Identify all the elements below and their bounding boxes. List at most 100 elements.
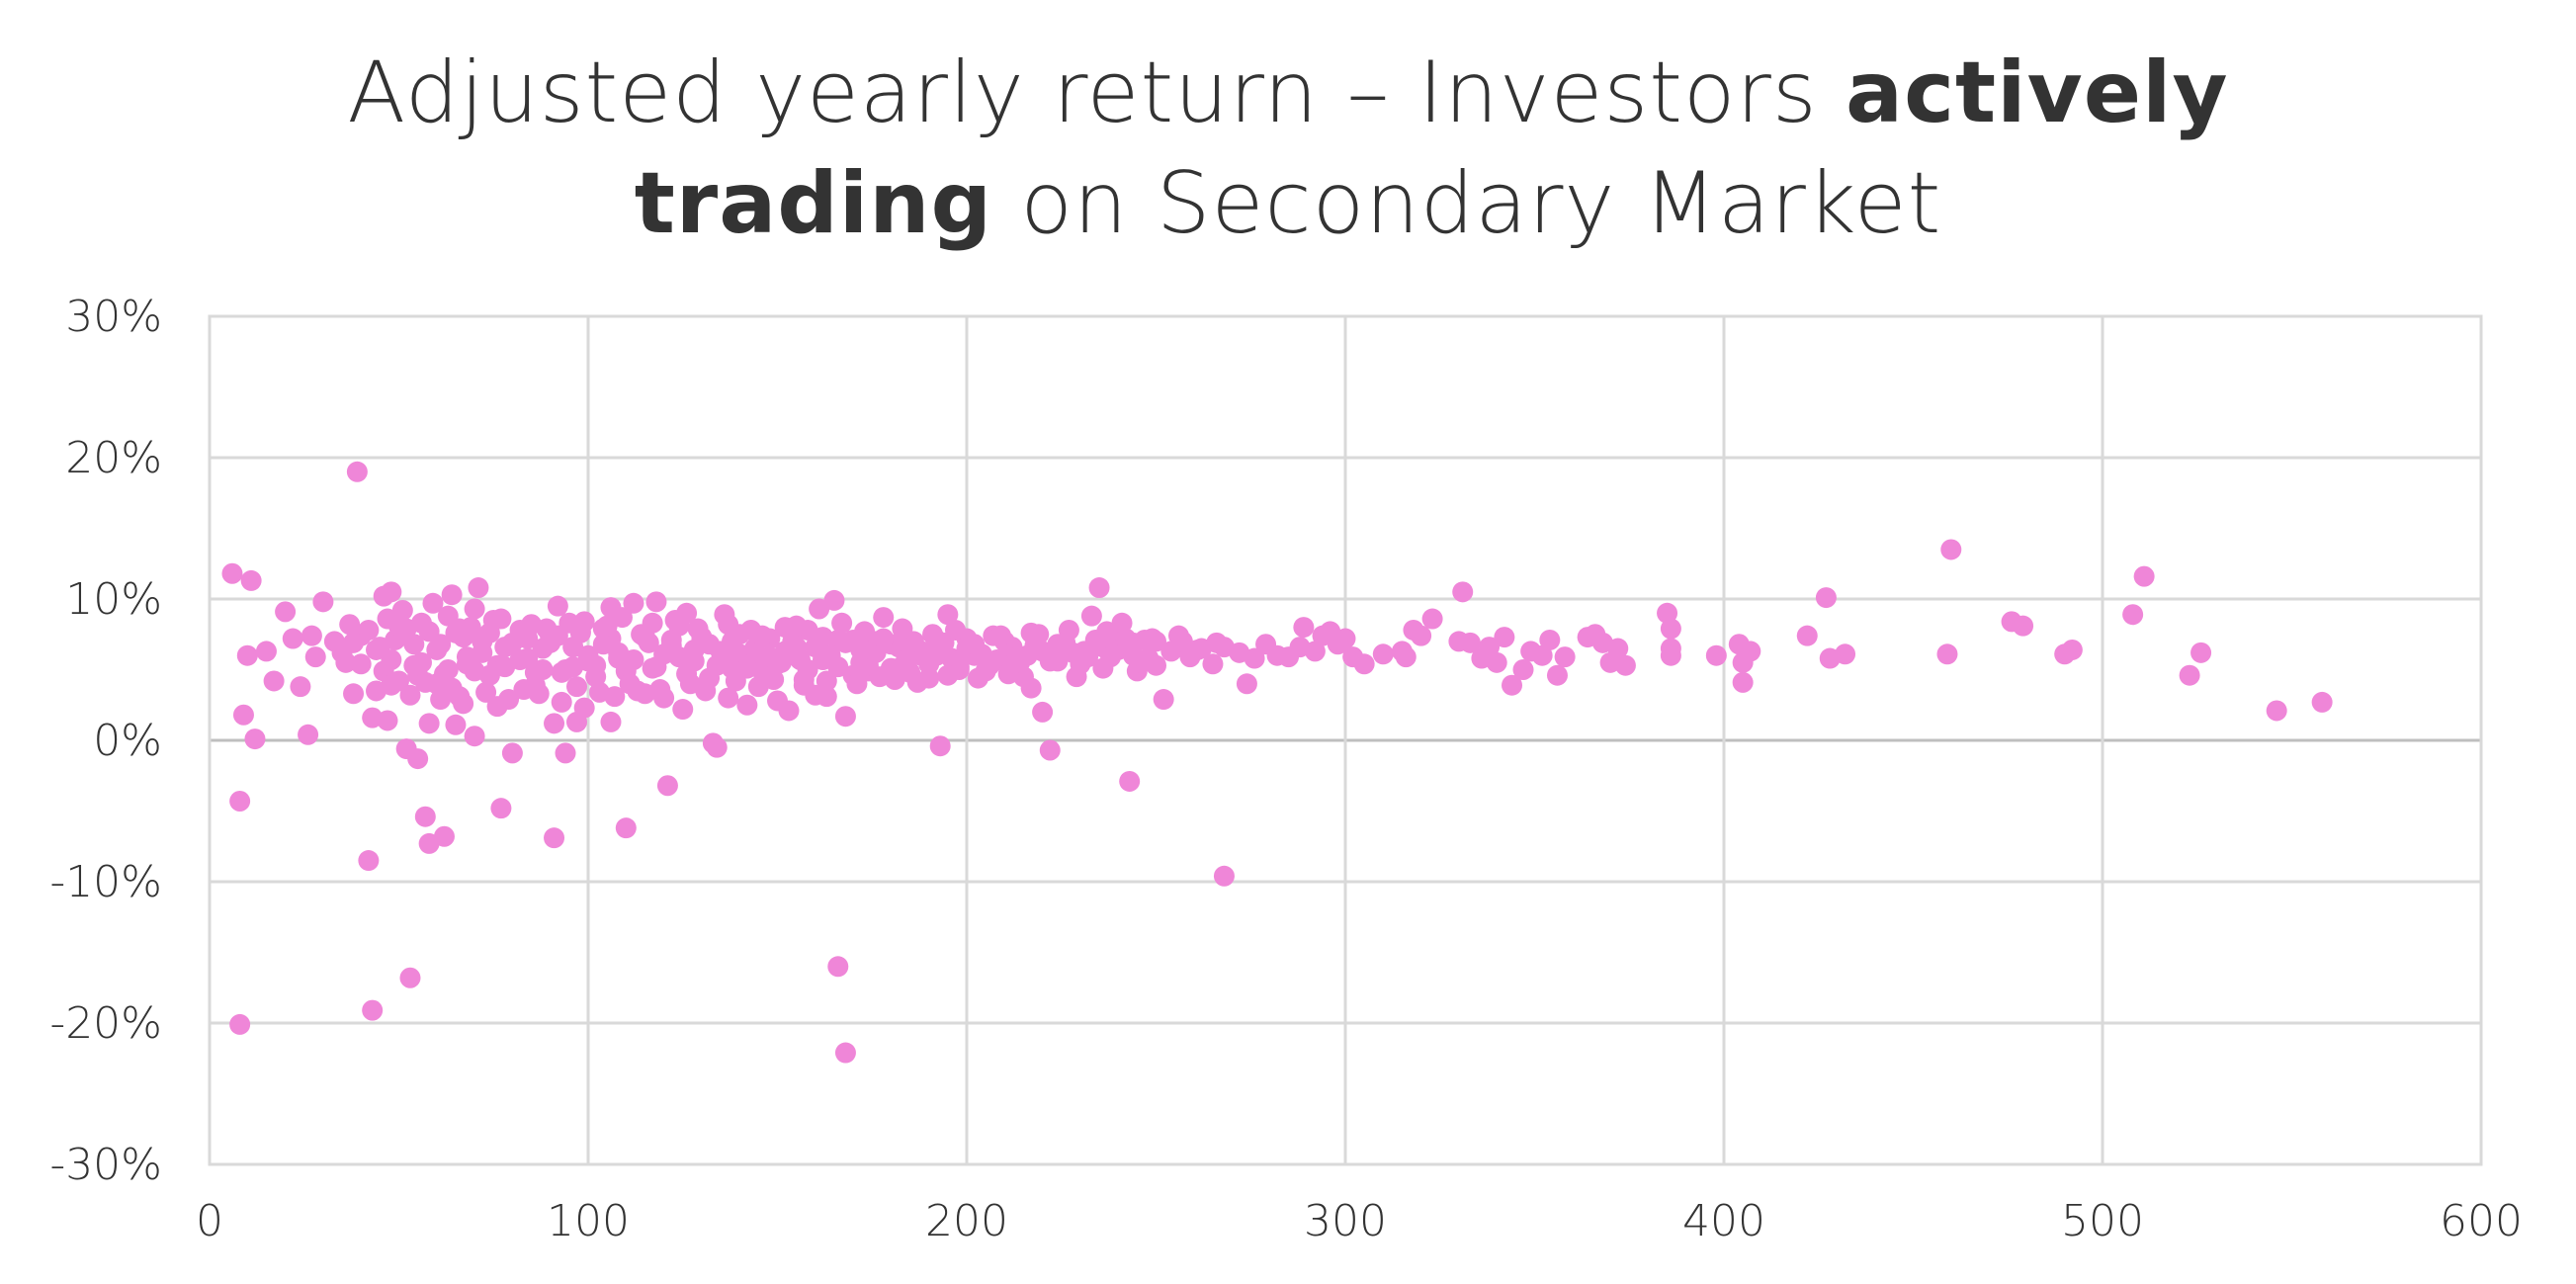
data-point [1115, 628, 1137, 649]
data-point [1539, 629, 1561, 650]
data-point [937, 604, 959, 626]
data-point [478, 622, 500, 643]
data-point [498, 689, 520, 711]
data-point [786, 615, 808, 637]
data-point [1293, 617, 1315, 639]
data-point [312, 591, 334, 613]
data-point [1039, 739, 1061, 761]
data-point [1100, 646, 1122, 668]
data-point [664, 609, 686, 631]
data-point [763, 669, 785, 691]
data-point [1421, 608, 1443, 630]
data-point [244, 728, 266, 750]
data-point [1479, 637, 1501, 658]
data-point [831, 612, 853, 634]
data-point [1502, 674, 1523, 696]
data-point [1171, 631, 1193, 652]
data-point [1070, 653, 1091, 675]
data-point [997, 663, 1019, 685]
data-point [793, 674, 815, 696]
data-point [275, 601, 297, 623]
data-point [437, 605, 459, 627]
data-point [377, 710, 398, 731]
data-point [596, 615, 618, 637]
data-point [619, 673, 641, 695]
data-point [1032, 701, 1054, 723]
data-point [736, 694, 758, 716]
data-point [414, 671, 436, 693]
data-point [494, 656, 516, 678]
data-point [573, 697, 595, 719]
data-point [672, 699, 694, 721]
data-point [464, 660, 485, 682]
data-point [422, 592, 444, 614]
data-point [1835, 643, 1856, 665]
data-point [2179, 664, 2200, 686]
data-point [1304, 641, 1326, 662]
data-point [544, 713, 565, 734]
data-point [989, 625, 1011, 646]
data-point [1796, 625, 1818, 646]
data-point [229, 1013, 251, 1035]
data-point [615, 817, 637, 839]
data-point [687, 618, 709, 640]
data-point [892, 618, 913, 640]
data-point [407, 748, 429, 770]
data-point [1119, 770, 1141, 792]
data-point [656, 775, 678, 797]
data-point [660, 629, 682, 650]
data-point [945, 619, 967, 641]
data-point [1614, 654, 1636, 676]
data-point [358, 619, 380, 641]
data-point [623, 592, 644, 614]
data-point [221, 562, 243, 584]
data-point [1080, 605, 1102, 627]
data-point [2061, 639, 2083, 660]
y-tick-label: 30% [65, 292, 162, 342]
data-point [645, 591, 667, 613]
data-point [1936, 643, 1958, 665]
data-point [1660, 618, 1681, 640]
data-point [718, 687, 739, 709]
data-point [282, 628, 303, 649]
data-point [1486, 651, 1507, 673]
data-point [304, 646, 326, 668]
data-point [1705, 644, 1727, 666]
data-point [2190, 642, 2212, 663]
data-point [566, 676, 588, 698]
data-point [433, 825, 455, 847]
data-point [2266, 700, 2287, 722]
data-point [1395, 646, 1417, 668]
data-point [1459, 632, 1481, 653]
title-line-1-prefix: Adjusted yearly return – Investors [347, 43, 1846, 142]
data-point [834, 1042, 856, 1064]
data-point [1657, 602, 1678, 624]
data-point [967, 667, 988, 689]
x-tick-label: 400 [1682, 1196, 1765, 1246]
data-point [1130, 651, 1152, 673]
y-tick-label: 0% [93, 716, 162, 766]
data-point [240, 569, 262, 591]
y-tick-label: -20% [49, 998, 162, 1049]
data-point [1411, 625, 1432, 646]
data-point [1213, 865, 1235, 887]
data-point [1236, 673, 1257, 695]
data-point [1020, 677, 1042, 699]
data-point [475, 681, 497, 703]
data-point [873, 628, 895, 649]
data-point [1020, 622, 1042, 643]
data-point [501, 742, 523, 764]
x-tick-label: 600 [2440, 1196, 2523, 1246]
data-point [301, 625, 322, 646]
data-point [403, 634, 425, 655]
data-point [350, 653, 372, 675]
data-point [767, 653, 788, 675]
data-point [1732, 671, 1754, 693]
data-point [490, 608, 512, 630]
y-tick-label: -30% [49, 1140, 162, 1190]
data-point [649, 679, 671, 701]
data-point [528, 683, 550, 705]
data-point [229, 790, 251, 812]
data-point [1088, 577, 1110, 599]
title-line-1-bold: actively [1846, 43, 2229, 142]
